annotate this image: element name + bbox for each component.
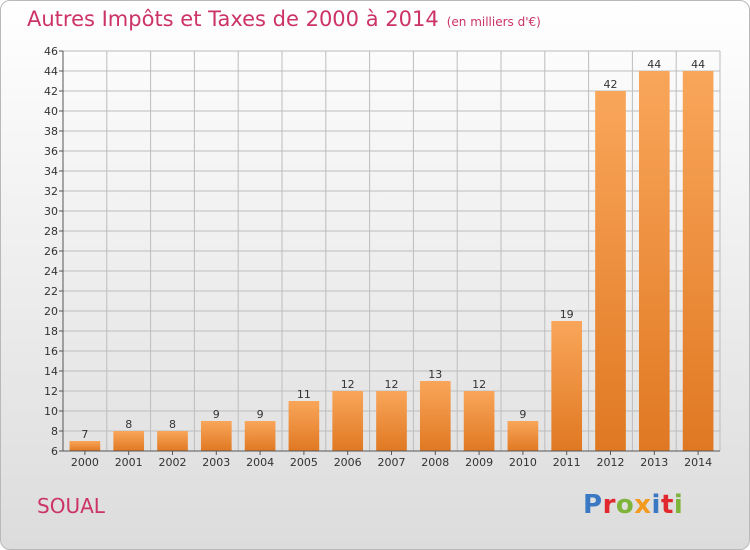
y-tick-label: 34: [44, 165, 58, 178]
x-tick-label: 2004: [246, 456, 274, 469]
data-label: 44: [691, 58, 705, 71]
y-tick-label: 32: [44, 185, 58, 198]
data-label: 12: [341, 378, 355, 391]
data-label: 11: [297, 388, 311, 401]
logo-letter: t: [660, 490, 674, 520]
y-tick-label: 42: [44, 85, 58, 98]
labels: 6 8 10 12 14 16 18 20 22 24 26 28 30 32 34 36 38 40 42 44 46…: [44, 45, 712, 469]
y-tick-label: 46: [44, 45, 58, 58]
data-label: 9: [257, 408, 264, 421]
data-label: 9: [213, 408, 220, 421]
proxiti-logo: Proxiti: [583, 490, 683, 520]
data-label: 42: [604, 78, 618, 91]
y-tick-label: 36: [44, 145, 58, 158]
x-tick-label: 2003: [202, 456, 230, 469]
y-tick-label: 44: [44, 65, 58, 78]
bar-2006: [332, 391, 364, 451]
y-tick-label: 20: [44, 305, 58, 318]
x-tick-label: 2013: [640, 456, 668, 469]
y-tick-label: 18: [44, 325, 58, 338]
y-tick-label: 12: [44, 385, 58, 398]
bar-2003: [200, 421, 232, 451]
logo-letter: P: [583, 490, 603, 520]
data-label: 19: [560, 308, 574, 321]
logo-letter: x: [634, 490, 652, 520]
x-tick-label: 2001: [115, 456, 143, 469]
data-label: 9: [519, 408, 526, 421]
x-tick-label: 2014: [684, 456, 712, 469]
bars: [69, 71, 714, 451]
y-tick-label: 38: [44, 125, 58, 138]
y-tick-label: 6: [51, 445, 58, 458]
y-tick-label: 8: [51, 425, 58, 438]
y-tick-label: 16: [44, 345, 58, 358]
logo-letter: o: [615, 490, 635, 520]
data-label: 8: [125, 418, 132, 431]
logo-letter: i: [673, 490, 684, 520]
bar-2014: [682, 71, 714, 451]
y-tick-label: 14: [44, 365, 58, 378]
chart-subtitle: (en milliers d'€): [446, 15, 541, 29]
x-tick-label: 2010: [509, 456, 537, 469]
data-label: 12: [385, 378, 399, 391]
bar-2001: [113, 431, 145, 451]
y-tick-label: 10: [44, 405, 58, 418]
bar-2005: [288, 401, 320, 451]
data-label: 7: [81, 428, 88, 441]
data-label: 8: [169, 418, 176, 431]
commune-name: SOUAL: [37, 494, 105, 518]
chart-title: Autres Impôts et Taxes de 2000 à 2014 (en…: [27, 7, 541, 31]
bar-2007: [376, 391, 407, 451]
x-tick-label: 2000: [71, 456, 99, 469]
logo-letter: r: [602, 490, 616, 520]
y-tick-label: 28: [44, 225, 58, 238]
bar-2010: [507, 421, 539, 451]
x-tick-label: 2008: [421, 456, 449, 469]
bar-2000: [69, 441, 101, 451]
logo-letter: i: [651, 490, 661, 520]
bar-2013: [638, 71, 670, 451]
bar-2009: [463, 391, 495, 451]
x-tick-label: 2002: [159, 456, 187, 469]
bar-2008: [419, 381, 451, 451]
bar-2002: [157, 431, 188, 451]
x-tick-label: 2006: [334, 456, 362, 469]
data-label: 13: [428, 368, 442, 381]
x-tick-label: 2012: [597, 456, 625, 469]
axes: [59, 50, 720, 455]
y-tick-label: 22: [44, 285, 58, 298]
y-tick-label: 24: [44, 265, 58, 278]
x-tick-label: 2005: [290, 456, 318, 469]
x-tick-label: 2011: [553, 456, 581, 469]
y-tick-label: 40: [44, 105, 58, 118]
bar-2004: [244, 421, 276, 451]
data-label: 12: [472, 378, 486, 391]
y-tick-label: 26: [44, 245, 58, 258]
data-label: 44: [647, 58, 661, 71]
y-tick-label: 30: [44, 205, 58, 218]
x-tick-label: 2007: [378, 456, 406, 469]
x-tick-label: 2009: [465, 456, 493, 469]
bar-2012: [595, 91, 626, 451]
chart-title-text: Autres Impôts et Taxes de 2000 à 2014: [27, 7, 439, 31]
bar-2011: [551, 321, 583, 451]
